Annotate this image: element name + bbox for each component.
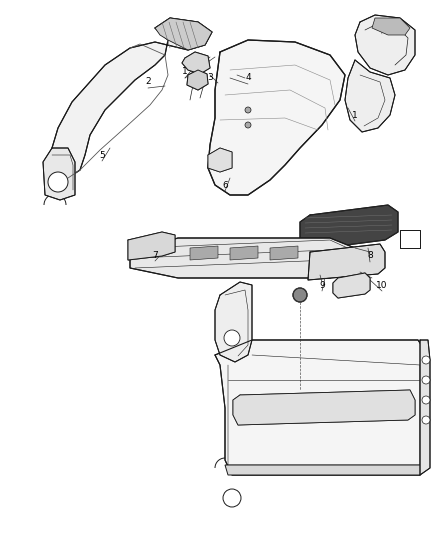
Circle shape [422, 376, 430, 384]
Circle shape [48, 172, 68, 192]
Text: 7: 7 [152, 251, 158, 260]
Polygon shape [355, 15, 415, 75]
Polygon shape [215, 282, 252, 362]
Circle shape [223, 489, 241, 507]
Polygon shape [130, 238, 355, 278]
Text: 8: 8 [367, 252, 373, 261]
Polygon shape [128, 232, 175, 260]
Polygon shape [187, 70, 208, 90]
Polygon shape [308, 244, 385, 280]
Polygon shape [372, 18, 410, 35]
Circle shape [293, 288, 307, 302]
Text: 1: 1 [352, 110, 358, 119]
Text: 9: 9 [319, 280, 325, 289]
Polygon shape [43, 148, 75, 200]
Text: 2: 2 [145, 77, 151, 86]
Text: 4: 4 [245, 74, 251, 83]
Polygon shape [155, 18, 212, 50]
Polygon shape [333, 273, 370, 298]
Text: 1: 1 [182, 68, 188, 77]
Polygon shape [300, 205, 398, 250]
Circle shape [245, 107, 251, 113]
Circle shape [224, 330, 240, 346]
Polygon shape [182, 52, 210, 74]
Circle shape [422, 356, 430, 364]
Polygon shape [215, 340, 428, 475]
Polygon shape [230, 246, 258, 260]
Text: 10: 10 [376, 280, 388, 289]
Text: 6: 6 [222, 181, 228, 190]
Circle shape [245, 122, 251, 128]
Polygon shape [208, 148, 232, 172]
Polygon shape [208, 40, 345, 195]
Polygon shape [345, 60, 395, 132]
Polygon shape [50, 18, 212, 178]
Polygon shape [190, 246, 218, 260]
Polygon shape [270, 246, 298, 260]
Text: 5: 5 [99, 150, 105, 159]
Circle shape [422, 396, 430, 404]
Text: 3: 3 [207, 74, 213, 83]
Polygon shape [233, 390, 415, 425]
Polygon shape [400, 230, 420, 248]
Polygon shape [420, 340, 430, 475]
Polygon shape [225, 465, 424, 475]
Circle shape [422, 416, 430, 424]
